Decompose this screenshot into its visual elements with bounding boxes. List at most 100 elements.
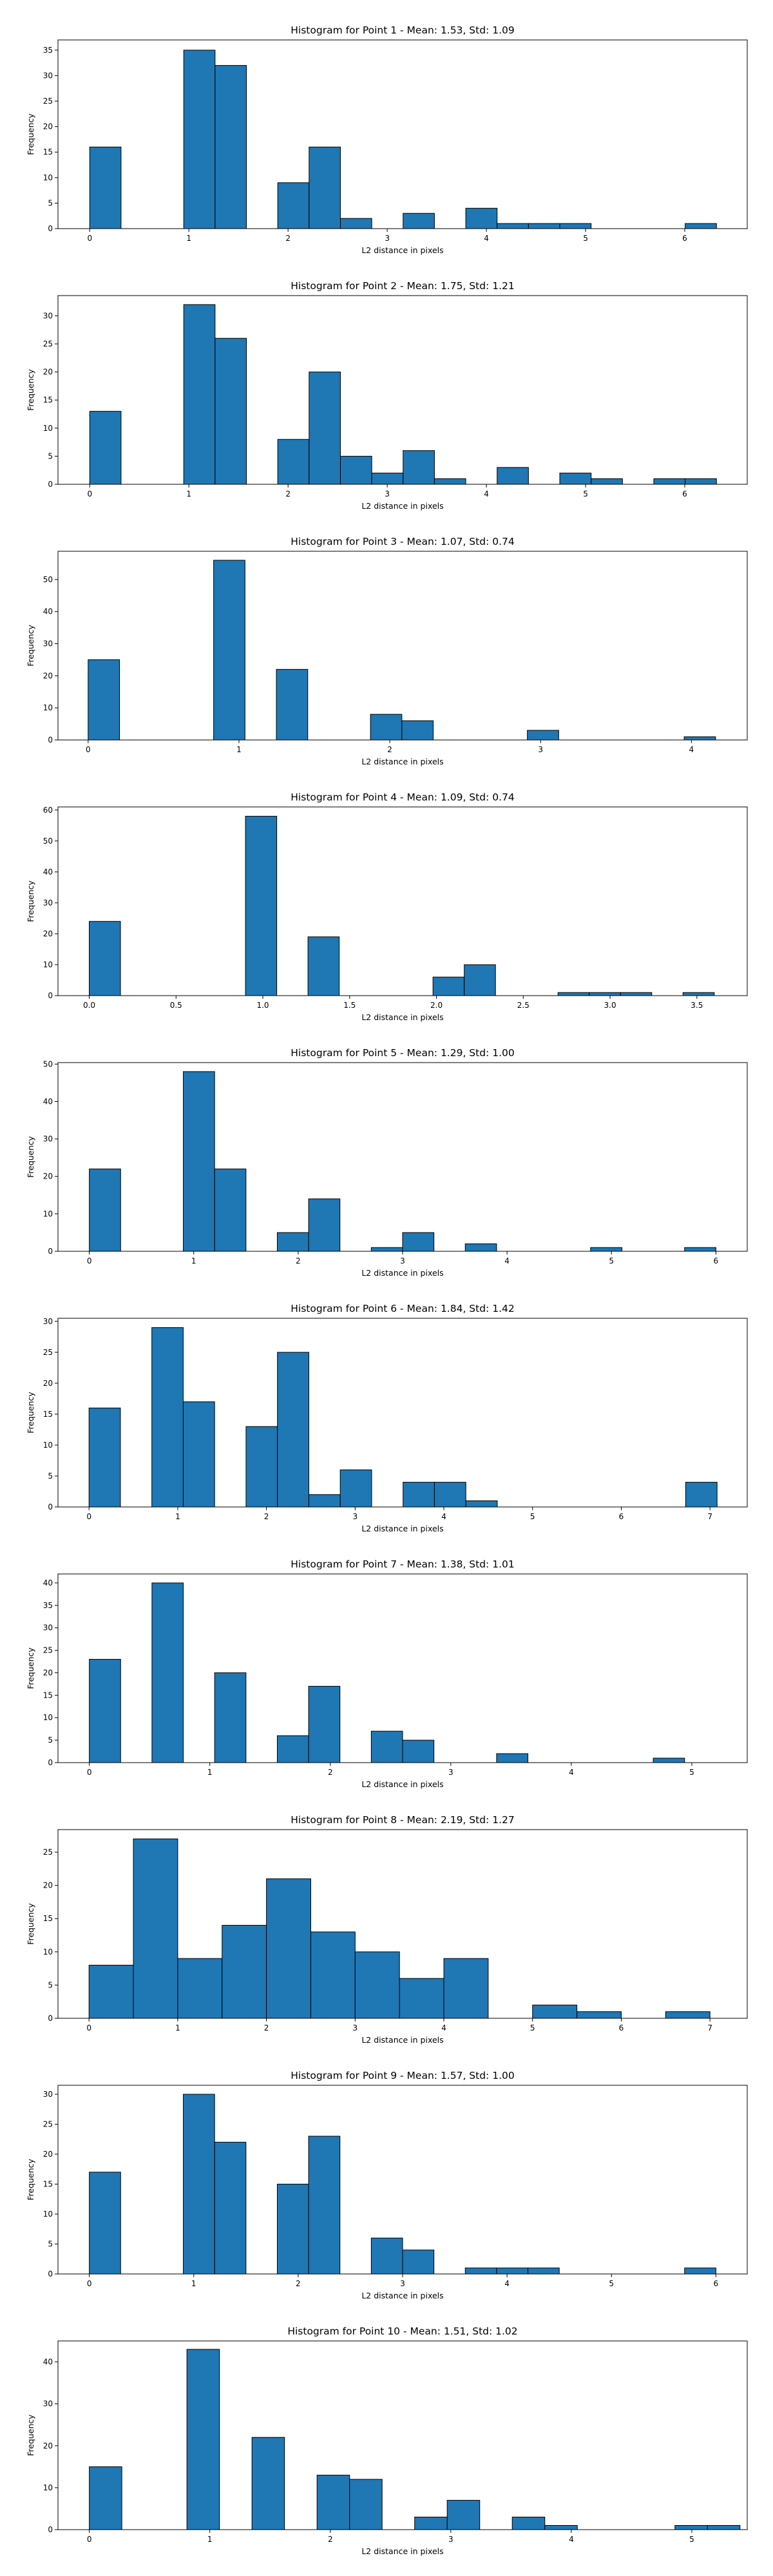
- histogram-bar: [183, 50, 216, 229]
- histogram-bar: [414, 2516, 448, 2530]
- histogram-bar: [403, 213, 435, 229]
- x-tick-label: 5: [609, 2279, 614, 2288]
- histogram-bar: [434, 478, 466, 485]
- histogram-bar: [653, 1757, 685, 1763]
- y-tick-label: 30: [43, 2400, 53, 2409]
- histogram-bar: [214, 1672, 247, 1763]
- histogram-bar: [685, 1482, 718, 1508]
- histogram-bar: [309, 146, 341, 229]
- histogram-bar: [308, 1494, 341, 1508]
- histogram-bar: [464, 964, 496, 996]
- histogram-bar: [653, 478, 686, 485]
- x-tick-label: 0: [87, 2535, 92, 2544]
- histogram-bar: [446, 2499, 481, 2530]
- histogram-bar: [177, 1958, 223, 2019]
- x-tick-label: 2: [296, 2279, 301, 2288]
- histogram-bar: [465, 1500, 498, 1508]
- x-tick-label: 3: [400, 2279, 405, 2288]
- histogram-bar: [133, 1838, 178, 2019]
- y-axis-label: Frequency: [26, 880, 35, 922]
- y-axis-label: Frequency: [26, 1136, 35, 1178]
- histogram-bar: [89, 921, 121, 996]
- y-tick-label: 20: [43, 2150, 53, 2159]
- histogram-bar: [497, 467, 529, 485]
- x-tick-label: 0: [86, 745, 91, 754]
- x-tick-label: 0: [87, 1256, 92, 1265]
- y-tick-label: 0: [48, 480, 53, 489]
- x-axis-label: L2 distance in pixels: [361, 2035, 443, 2045]
- histogram-bar: [497, 223, 529, 229]
- histogram-bar: [371, 473, 404, 485]
- x-tick-label: 4: [441, 2023, 446, 2032]
- histogram-panel-10: Histogram for Point 10 - Mean: 1.51, Std…: [26, 2325, 748, 2556]
- histogram-bar: [308, 2136, 341, 2275]
- histogram-bar: [277, 182, 310, 229]
- x-axis-label: L2 distance in pixels: [361, 501, 443, 511]
- y-tick-label: 20: [43, 1881, 53, 1890]
- x-tick-label: 5: [609, 1256, 614, 1265]
- histogram-bar: [464, 1243, 497, 1252]
- histogram-bar: [245, 1426, 278, 1508]
- y-tick-label: 0: [48, 1502, 53, 1511]
- histogram-bar: [151, 1582, 184, 1763]
- y-tick-label: 0: [48, 2014, 53, 2023]
- x-tick-label: 3: [385, 234, 390, 243]
- x-tick-label: 1: [207, 2535, 213, 2544]
- histogram-bar: [620, 992, 653, 996]
- y-tick-label: 40: [43, 1578, 53, 1587]
- x-tick-label: 4: [441, 1512, 446, 1521]
- x-tick-label: 6: [714, 1256, 719, 1265]
- histogram-bar: [309, 372, 341, 485]
- y-tick-label: 50: [43, 575, 53, 584]
- axes-frame: [57, 1318, 748, 1508]
- histogram-bar: [151, 1327, 184, 1508]
- histogram-panel-9: Histogram for Point 9 - Mean: 1.57, Std:…: [26, 2070, 748, 2300]
- y-tick-label: 15: [43, 1914, 53, 1923]
- histogram-bar: [251, 2437, 285, 2530]
- chart-title: Histogram for Point 8 - Mean: 2.19, Std:…: [291, 1814, 514, 1826]
- histogram-bar: [307, 936, 340, 996]
- histogram-bar: [222, 1925, 267, 2019]
- histogram-bar: [402, 1739, 435, 1763]
- y-tick-label: 30: [43, 639, 53, 649]
- x-tick-label: 4: [569, 2535, 574, 2544]
- y-tick-label: 60: [43, 806, 53, 815]
- y-tick-label: 0: [48, 1247, 53, 1256]
- chart-title: Histogram for Point 1 - Mean: 1.53, Std:…: [291, 24, 514, 36]
- histogram-bar: [465, 207, 498, 229]
- histogram-bar: [674, 2524, 708, 2530]
- histogram-bar: [589, 992, 621, 996]
- histogram-bar: [684, 1247, 716, 1252]
- y-tick-label: 0: [48, 1758, 53, 1767]
- y-tick-label: 30: [43, 1624, 53, 1633]
- x-tick-label: 1: [191, 2279, 196, 2288]
- x-tick-label: 2: [285, 489, 291, 498]
- x-tick-label: 3: [448, 2535, 453, 2544]
- histogram-bar: [685, 478, 717, 485]
- x-tick-label: 1.0: [256, 1001, 269, 1010]
- x-axis-label: L2 distance in pixels: [361, 1012, 443, 1022]
- y-axis-label: Frequency: [26, 369, 35, 411]
- y-tick-label: 5: [48, 451, 53, 460]
- y-tick-label: 20: [43, 368, 53, 377]
- y-tick-label: 25: [43, 339, 53, 348]
- x-tick-label: 5: [530, 1512, 535, 1521]
- histogram-bar: [183, 1071, 215, 1252]
- chart-title: Histogram for Point 7 - Mean: 1.38, Std:…: [291, 1558, 514, 1570]
- x-tick-label: 1.5: [343, 1001, 356, 1010]
- y-tick-label: 25: [43, 1848, 53, 1857]
- histogram-bar: [403, 450, 435, 485]
- x-tick-label: 6: [619, 1512, 624, 1521]
- y-tick-label: 5: [48, 1736, 53, 1745]
- x-axis-label: L2 distance in pixels: [361, 757, 443, 766]
- histogram-bar: [214, 1168, 247, 1252]
- histogram-bar: [277, 1352, 309, 1508]
- histogram-bar: [434, 1482, 466, 1508]
- y-tick-label: 15: [43, 1690, 53, 1700]
- x-tick-label: 2.5: [517, 1001, 530, 1010]
- axes-frame: [57, 806, 748, 996]
- histogram-bar: [245, 815, 278, 996]
- x-tick-label: 3: [385, 489, 390, 498]
- y-tick-label: 10: [43, 1713, 53, 1722]
